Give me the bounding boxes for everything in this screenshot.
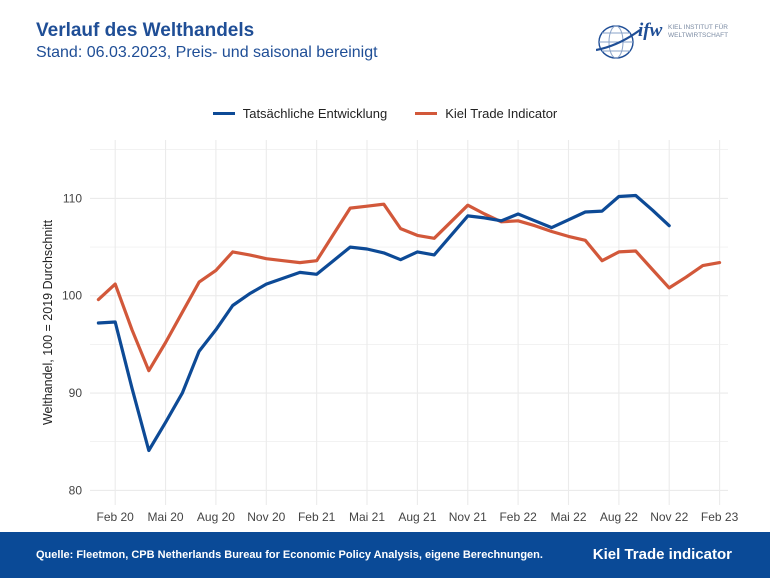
- legend-label-kiel: Kiel Trade Indicator: [445, 106, 558, 121]
- legend: Tatsächliche Entwicklung Kiel Trade Indi…: [0, 106, 770, 121]
- series-line-actual: [96, 193, 671, 453]
- x-tick-label: Mai 21: [349, 510, 385, 524]
- chart-title: Verlauf des Welthandels: [36, 20, 255, 41]
- legend-swatch-actual: [212, 112, 235, 115]
- y-tick-label: 90: [69, 386, 83, 400]
- series-line-kiel: [96, 202, 722, 373]
- logo-mark: ifw: [638, 20, 663, 41]
- line-chart: 80 90 100 110 Feb 20 Mai 20 Aug 20 Nov 20 Feb 21…: [41, 140, 739, 524]
- x-tick-label: Mai 20: [148, 510, 184, 524]
- legend-item-actual[interactable]: Tatsächliche Entwicklung: [212, 106, 388, 121]
- x-tick-label: Aug 21: [398, 510, 436, 524]
- legend-swatch-kiel: [415, 112, 438, 115]
- footer-brand: Kiel Trade indicator: [592, 546, 732, 563]
- y-tick-label: 110: [63, 191, 82, 205]
- x-tick-label: Mai 22: [550, 510, 586, 524]
- footer-bar: Quelle: Fleetmon, CPB Netherlands Bureau…: [0, 532, 770, 578]
- y-tick-label: 80: [69, 483, 83, 497]
- x-tick-label: Feb 20: [97, 510, 135, 524]
- y-axis-label: Welthandel, 100 = 2019 Durchschnitt: [41, 219, 55, 425]
- legend-label-actual: Tatsächliche Entwicklung: [242, 106, 388, 121]
- chart-subtitle: Stand: 06.03.2023, Preis- und saisonal b…: [36, 44, 378, 61]
- logo-line2: WELTWIRTSCHAFT: [668, 32, 728, 39]
- globe-icon: [596, 25, 641, 59]
- x-tick-label: Feb 21: [298, 510, 336, 524]
- x-tick-label: Feb 22: [499, 510, 537, 524]
- legend-item-kiel[interactable]: Kiel Trade Indicator: [415, 106, 557, 121]
- x-tick-label: Nov 20: [247, 510, 285, 524]
- logo-line1: KIEL INSTITUT FÜR: [668, 23, 728, 31]
- x-tick-label: Aug 20: [197, 510, 235, 524]
- x-tick-label: Nov 21: [449, 510, 487, 524]
- footer-source: Quelle: Fleetmon, CPB Netherlands Bureau…: [36, 549, 543, 561]
- y-tick-label: 100: [62, 289, 82, 303]
- x-tick-label: Feb 23: [701, 510, 739, 524]
- ifw-logo: ifw KIEL INSTITUT FÜR WELTWIRTSCHAFT: [596, 20, 728, 59]
- x-tick-label: Aug 22: [600, 510, 638, 524]
- x-tick-label: Nov 22: [650, 510, 688, 524]
